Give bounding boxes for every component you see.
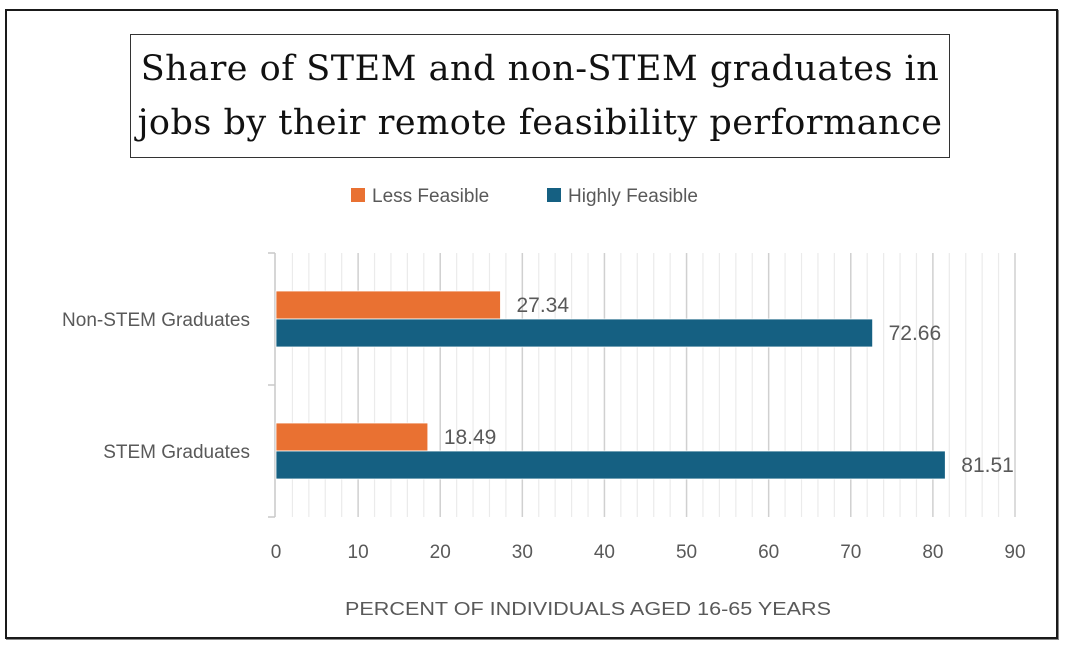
chart-title-box: Share of STEM and non-STEM graduates in … bbox=[130, 34, 950, 158]
x-tick-label: 70 bbox=[840, 542, 861, 563]
x-tick-label: 0 bbox=[271, 542, 282, 563]
x-tick-label: 10 bbox=[348, 542, 369, 563]
x-tick-label: 40 bbox=[594, 542, 615, 563]
data-labels: 27.34 72.66 18.49 81.51 bbox=[444, 294, 1014, 477]
chart-title-line-2: jobs by their remote feasibility perform… bbox=[137, 103, 943, 143]
legend-swatch-highly-feasible bbox=[547, 188, 561, 202]
data-label-highly-feasible: 81.51 bbox=[961, 454, 1014, 477]
bar-highly-feasible bbox=[275, 318, 874, 348]
x-axis-title: PERCENT OF INDIVIDUALS AGED 16-65 YEARS bbox=[345, 599, 831, 619]
x-tick-label: 60 bbox=[758, 542, 779, 563]
bars bbox=[275, 290, 946, 480]
bar-highly-feasible bbox=[275, 450, 946, 480]
bar-less-feasible bbox=[275, 422, 429, 452]
x-tick-label: 50 bbox=[676, 542, 697, 563]
data-label-highly-feasible: 72.66 bbox=[889, 322, 942, 345]
category-label: STEM Graduates bbox=[103, 442, 250, 463]
category-label: Non-STEM Graduates bbox=[62, 310, 250, 331]
legend: Less Feasible Highly Feasible bbox=[351, 186, 698, 207]
y-axis bbox=[268, 252, 276, 518]
bar-less-feasible bbox=[275, 290, 501, 320]
data-label-less-feasible: 18.49 bbox=[444, 426, 497, 449]
data-label-less-feasible: 27.34 bbox=[516, 294, 569, 317]
category-labels: Non-STEM Graduates STEM Graduates bbox=[62, 310, 250, 463]
legend-swatch-less-feasible bbox=[351, 188, 365, 202]
chart-title: Share of STEM and non-STEM graduates in … bbox=[135, 42, 945, 150]
x-tick-label: 80 bbox=[922, 542, 943, 563]
x-tick-labels: 0 10 20 30 40 50 60 70 80 90 bbox=[271, 542, 1026, 563]
legend-label-less-feasible: Less Feasible bbox=[372, 186, 489, 207]
x-tick-label: 30 bbox=[512, 542, 533, 563]
legend-label-highly-feasible: Highly Feasible bbox=[568, 186, 698, 207]
x-tick-label: 20 bbox=[430, 542, 451, 563]
chart-title-line-1: Share of STEM and non-STEM graduates in bbox=[140, 49, 940, 89]
x-tick-label: 90 bbox=[1004, 542, 1025, 563]
